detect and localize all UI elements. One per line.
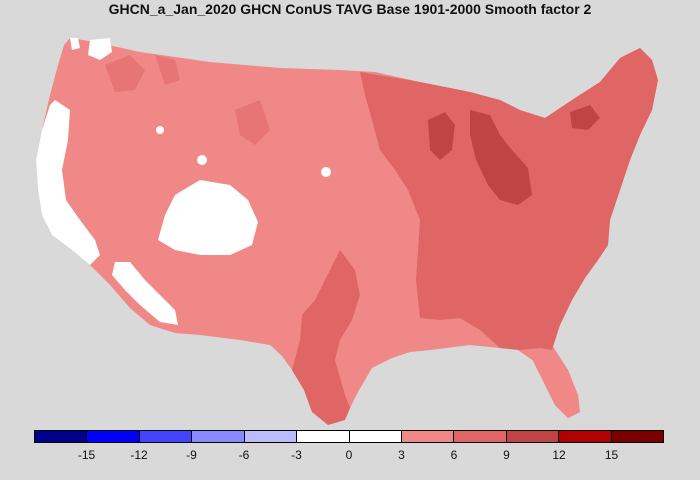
region-white-spot-wyoming [321, 167, 331, 177]
legend-tick-label: 12 [552, 448, 566, 462]
legend-tick-label: -6 [238, 448, 250, 462]
legend-swatch [192, 431, 245, 442]
region-texas-central [292, 250, 360, 425]
legend-swatch [454, 431, 507, 442]
map-title: GHCN_a_Jan_2020 GHCN ConUS TAVG Base 190… [108, 1, 592, 17]
region-white-spot-idaho [197, 155, 207, 165]
legend-swatch [506, 431, 560, 442]
region-wisconsin-hotspot [428, 112, 455, 160]
legend-tick-label: 6 [450, 448, 458, 462]
legend-swatch [297, 431, 350, 442]
legend-tick-label: -9 [186, 448, 197, 462]
legend-tick-label: -12 [130, 448, 148, 462]
legend-swatch [611, 431, 664, 442]
region-florida [530, 350, 580, 418]
region-northwest-blobs [105, 55, 270, 145]
legend-tick-label: 15 [604, 448, 619, 462]
legend-swatch [559, 431, 612, 442]
legend-swatch [349, 431, 402, 442]
legend-swatch [244, 431, 298, 442]
legend-tick-label: 3 [398, 448, 405, 462]
region-northwest-corner [70, 38, 112, 60]
legend-swatch [87, 431, 140, 442]
region-michigan-hotspot [470, 110, 532, 205]
legend-swatch [35, 431, 88, 442]
legend-tick-label: -3 [291, 448, 302, 462]
legend-tick-label: 0 [345, 448, 353, 462]
region-southern-california [112, 262, 178, 325]
color-legend-bar [34, 430, 664, 443]
legend-tick-label: 9 [503, 448, 510, 462]
legend-swatch [401, 431, 455, 442]
region-great-basin [158, 180, 258, 255]
region-west-coast [36, 100, 100, 265]
legend-tick-label: -15 [77, 448, 96, 462]
legend-swatch [139, 431, 193, 442]
region-maine-hotspot [570, 105, 600, 130]
region-white-spot-montana [156, 126, 164, 134]
